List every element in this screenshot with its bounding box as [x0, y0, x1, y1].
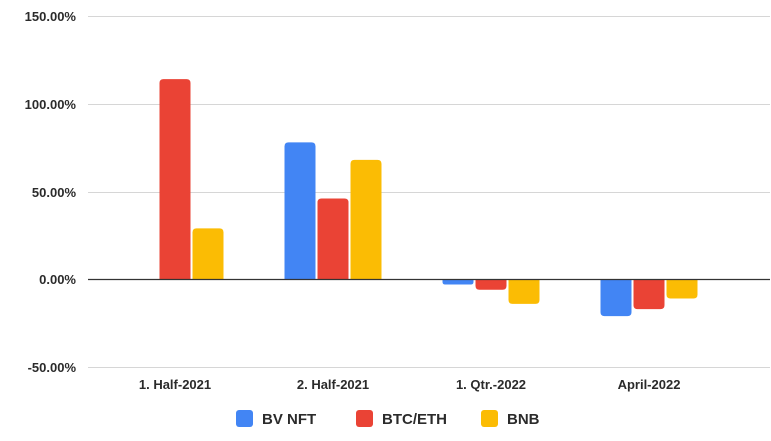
bar-bv-nft	[600, 279, 632, 317]
y-tick-label: 0.00%	[39, 272, 76, 287]
x-tick-label: 1. Half-2021	[139, 377, 211, 392]
bar-bv-nft	[442, 279, 474, 285]
bar-btc-eth	[317, 198, 349, 280]
x-axis-labels: 1. Half-2021 2. Half-2021 1. Qtr.-2022 Apri…	[139, 377, 681, 392]
legend-label-bv-nft[interactable]: BV NFT	[262, 411, 316, 428]
y-axis-ticks: -50.00% 0.00% 50.00% 100.00% 150.00%	[25, 9, 77, 375]
legend-swatch-bv-nft[interactable]	[236, 410, 253, 427]
x-tick-label: 2. Half-2021	[297, 377, 369, 392]
bar-bv-nft	[284, 142, 316, 280]
bar-bnb	[508, 279, 540, 304]
bar-bnb	[350, 159, 382, 280]
bar-bnb	[666, 279, 698, 299]
y-tick-label: 100.00%	[25, 97, 77, 112]
bar-btc-eth	[159, 79, 191, 280]
legend-swatch-bnb[interactable]	[481, 410, 498, 427]
bar-btc-eth	[475, 279, 507, 290]
y-tick-label: 150.00%	[25, 9, 77, 24]
bar-bnb	[192, 228, 224, 280]
legend: BV NFT BTC/ETH BNB	[236, 410, 540, 428]
x-tick-label: 1. Qtr.-2022	[456, 377, 526, 392]
bar-btc-eth	[633, 279, 665, 310]
legend-label-bnb[interactable]: BNB	[507, 411, 540, 428]
bars	[126, 79, 698, 317]
x-tick-label: April-2022	[618, 377, 681, 392]
legend-swatch-btc-eth[interactable]	[356, 410, 373, 427]
y-tick-label: 50.00%	[32, 185, 77, 200]
y-tick-label: -50.00%	[28, 360, 77, 375]
legend-label-btc-eth[interactable]: BTC/ETH	[382, 411, 447, 428]
